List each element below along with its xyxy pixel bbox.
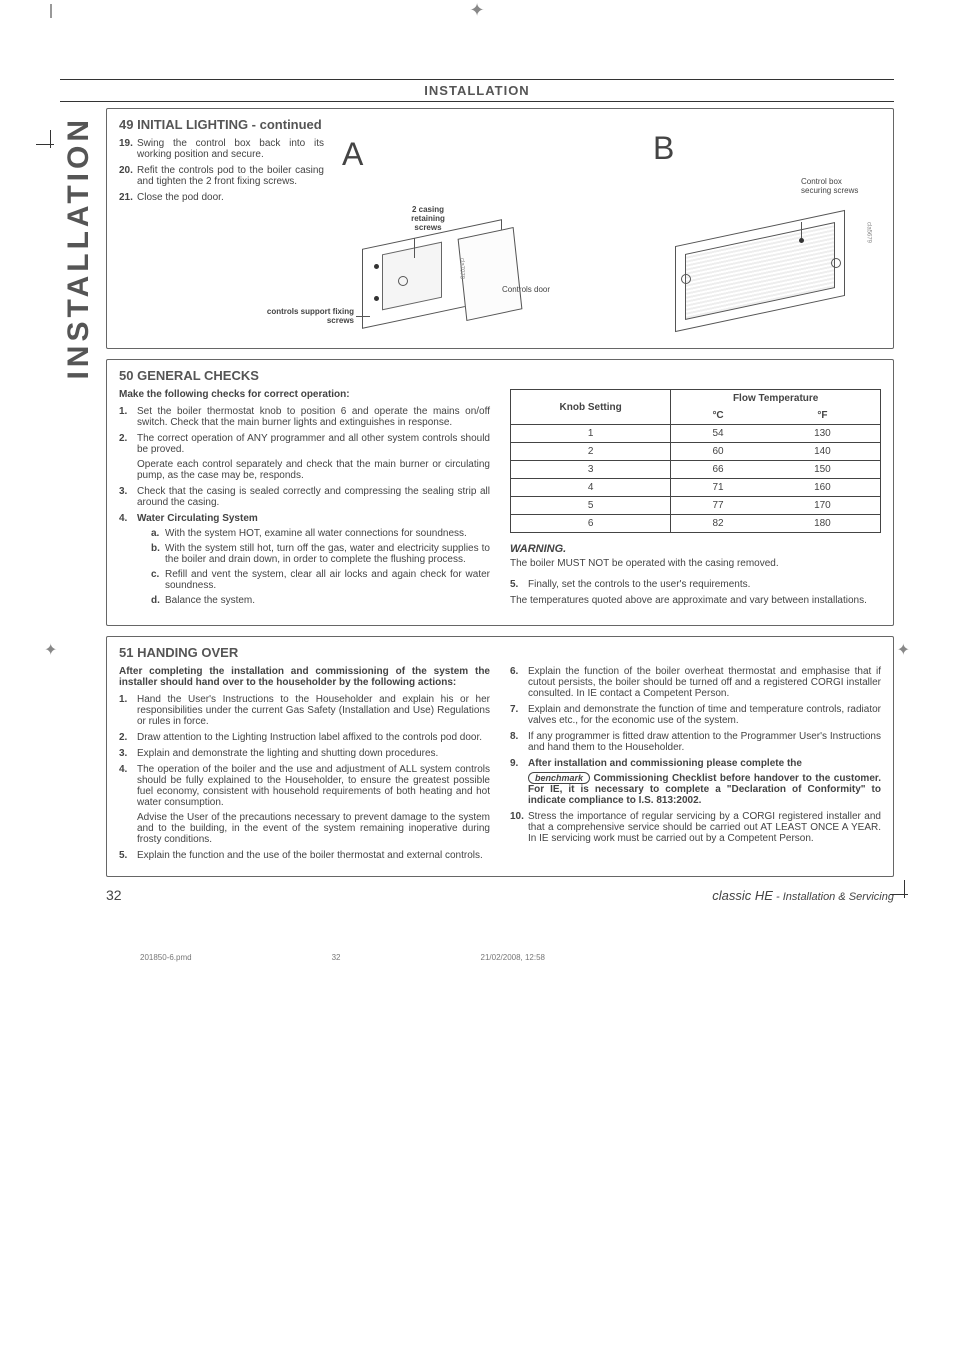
- list-item: 8.If any programmer is fitted draw atten…: [510, 731, 881, 753]
- table-row: 471160: [511, 479, 881, 497]
- doc-title: classic HE - Installation & Servicing: [712, 888, 894, 903]
- list-item: 4.Water Circulating Systema.With the sys…: [119, 513, 490, 610]
- list-item: 2.Draw attention to the Lighting Instruc…: [119, 732, 490, 743]
- section-49: 49 INITIAL LIGHTING - continued 19.Swing…: [106, 108, 894, 349]
- section-49-heading: INITIAL LIGHTING - continued: [137, 117, 322, 132]
- label-support-screws: controls support fixing screws: [254, 308, 354, 326]
- warning-text: The boiler MUST NOT be operated with the…: [510, 558, 881, 569]
- label-cla-b: cla5679: [865, 222, 872, 243]
- list-item: 2.The correct operation of ANY programme…: [119, 433, 490, 481]
- figure-a-letter: A: [342, 136, 363, 173]
- th-fahrenheit: °F: [765, 407, 881, 425]
- list-item: 1.Hand the User's Instructions to the Ho…: [119, 694, 490, 727]
- section-49-list: 19.Swing the control box back into its w…: [119, 138, 324, 203]
- flow-temperature-table: Knob Setting Flow Temperature °C °F 1541…: [510, 389, 881, 533]
- crop-mark-br: [890, 880, 918, 908]
- list-item: 4.The operation of the boiler and the us…: [119, 764, 490, 845]
- side-tab: INSTALLATION: [60, 108, 98, 388]
- figure-b-letter: B: [653, 130, 674, 167]
- list-item: 3.Explain and demonstrate the lighting a…: [119, 748, 490, 759]
- section-51-right-list: 6.Explain the function of the boiler ove…: [510, 666, 881, 844]
- benchmark-badge: benchmark: [528, 772, 590, 784]
- section-50-intro: Make the following checks for correct op…: [119, 389, 490, 400]
- sub-item: d.Balance the system.: [151, 595, 490, 606]
- print-date: 21/02/2008, 12:58: [481, 953, 546, 962]
- crop-mark-tl: [36, 130, 64, 158]
- print-info: 201850-6.pmd 32 21/02/2008, 12:58: [0, 933, 954, 962]
- product-name: classic HE: [712, 888, 773, 903]
- greyscale-strip: [50, 4, 230, 18]
- list-item: 6.Explain the function of the boiler ove…: [510, 666, 881, 699]
- label-casing-screws: 2 casing retaining screws: [398, 206, 458, 232]
- table-row: 154130: [511, 425, 881, 443]
- list-item: 20.Refit the controls pod to the boiler …: [119, 165, 324, 187]
- header-banner: INSTALLATION: [60, 79, 894, 102]
- section-50-num: 50: [119, 368, 133, 383]
- section-50: 50 GENERAL CHECKS Make the following che…: [106, 359, 894, 626]
- page-number: 32: [106, 887, 122, 903]
- th-knob-setting: Knob Setting: [511, 390, 671, 425]
- registration-mark-left: ✦: [44, 640, 57, 660]
- label-cla-a: cla7078: [458, 258, 465, 279]
- list-item: 5.Explain the function and the use of th…: [119, 850, 490, 861]
- section-51-title: 51 HANDING OVER: [119, 645, 881, 660]
- section-49-title: 49 INITIAL LIGHTING - continued: [119, 117, 881, 132]
- section-51-intro: After completing the installation and co…: [119, 666, 490, 688]
- center-crop-mark: ✦: [469, 0, 484, 21]
- page-footer: 32 classic HE - Installation & Servicing: [106, 887, 894, 903]
- section-49-num: 49: [119, 117, 133, 132]
- label-control-box-screws: Control box securing screws: [801, 178, 861, 196]
- page: INSTALLATION INSTALLATION 49 INITIAL LIG…: [0, 29, 954, 933]
- sub-item: c.Refill and vent the system, clear all …: [151, 569, 490, 591]
- list-item: 21.Close the pod door.: [119, 192, 324, 203]
- list-item: 10.Stress the importance of regular serv…: [510, 811, 881, 844]
- registration-mark-right: ✦: [897, 640, 910, 660]
- th-celsius: °C: [671, 407, 765, 425]
- section-51-heading: HANDING OVER: [137, 645, 238, 660]
- print-file: 201850-6.pmd: [140, 953, 192, 962]
- section-50-title: 50 GENERAL CHECKS: [119, 368, 881, 383]
- sub-item: b.With the system still hot, turn off th…: [151, 543, 490, 565]
- section-50-note: The temperatures quoted above are approx…: [510, 595, 881, 606]
- section-51-num: 51: [119, 645, 133, 660]
- label-controls-door: Controls door: [502, 286, 552, 295]
- section-50-heading: GENERAL CHECKS: [137, 368, 259, 383]
- th-flow-temp: Flow Temperature: [671, 390, 881, 408]
- color-strip: [724, 4, 904, 18]
- section-50-item5: 5.Finally, set the controls to the user'…: [510, 579, 881, 590]
- section-51: 51 HANDING OVER After completing the ins…: [106, 636, 894, 877]
- sub-item: a.With the system HOT, examine all water…: [151, 528, 490, 539]
- list-item: 7.Explain and demonstrate the function o…: [510, 704, 881, 726]
- list-item: 1.Set the boiler thermostat knob to posi…: [119, 406, 490, 428]
- figure-a: A 2 casing retaining screws controls sup…: [332, 138, 552, 328]
- table-row: 577170: [511, 497, 881, 515]
- list-item: 3.Check that the casing is sealed correc…: [119, 486, 490, 508]
- section-51-left-list: 1.Hand the User's Instructions to the Ho…: [119, 694, 490, 861]
- figure-b: B Control box securing screws cla5679: [651, 138, 881, 328]
- section-49-figures: A 2 casing retaining screws controls sup…: [332, 138, 881, 338]
- table-row: 682180: [511, 515, 881, 533]
- table-row: 366150: [511, 461, 881, 479]
- section-50-list: 1.Set the boiler thermostat knob to posi…: [119, 406, 490, 610]
- doc-suffix: - Installation & Servicing: [773, 891, 894, 903]
- top-registration-row: ✦: [0, 0, 954, 21]
- list-item: 19.Swing the control box back into its w…: [119, 138, 324, 160]
- table-row: 260140: [511, 443, 881, 461]
- print-page: 32: [332, 953, 341, 962]
- list-item: 9.After installation and commissioning p…: [510, 758, 881, 806]
- warning-title: WARNING.: [510, 543, 881, 555]
